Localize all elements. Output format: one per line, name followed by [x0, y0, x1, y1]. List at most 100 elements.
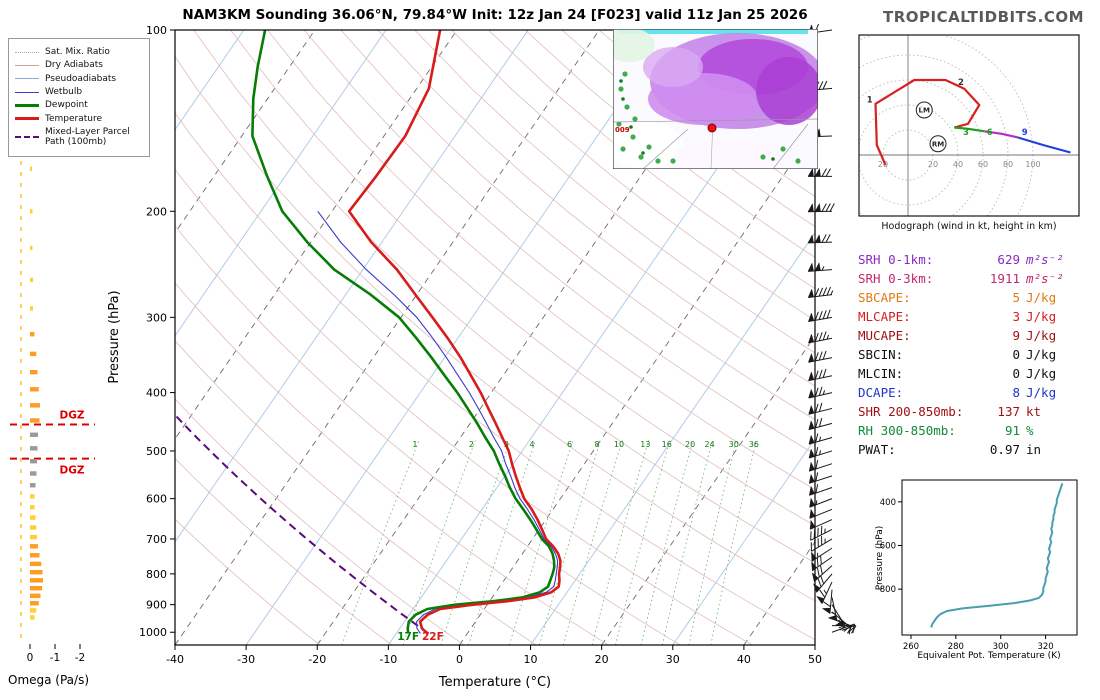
index-label: SRH 0-1km: [858, 252, 934, 267]
legend-item: Temperature [15, 114, 143, 124]
index-row: SHR 200-850mb: 137 kt [858, 402, 1084, 421]
hodograph-ring-label: 60 [978, 160, 988, 169]
omega-bar [30, 578, 43, 583]
index-row: RH 300-850mb: 91% [858, 421, 1084, 440]
legend-line-sample [15, 51, 39, 53]
index-label: SRH 0-3km: [858, 271, 934, 286]
mixing-ratio-label: 30 [729, 440, 739, 449]
index-label: DCAPE: [858, 385, 904, 400]
index-row: SRH 0-3km: 1911 m²s⁻² [858, 269, 1084, 288]
dgz-label: DGZ [60, 410, 85, 422]
omega-bar [30, 483, 36, 488]
hodograph-height-label: 1 [867, 96, 873, 106]
index-unit: J/kg [1026, 290, 1057, 305]
index-unit: J/kg [1026, 347, 1057, 362]
theta-e-panel: Equivalent Pot. Temperature (K) Pressure… [875, 479, 1078, 661]
theta-e-p-tick: 400 [880, 498, 896, 508]
theta-e-p-tick: 600 [880, 541, 896, 551]
index-label: MLCAPE: [858, 309, 911, 324]
theta-e-line [930, 482, 1064, 628]
index-label: PWAT: [858, 442, 896, 457]
index-unit: J/kg [1026, 366, 1057, 381]
hodograph-height-label: 6 [987, 128, 993, 138]
map-contour-label: 009 [615, 126, 630, 134]
theta-e-x-tick: 260 [903, 642, 919, 652]
omega-bar [30, 418, 40, 423]
legend-line-sample [15, 136, 39, 139]
x-tick-label: 40 [737, 653, 751, 666]
omega-bar [30, 544, 38, 549]
map-location-dot [707, 123, 717, 133]
legend-item: Dewpoint [15, 100, 143, 110]
hodograph-ring-label: 20 [878, 160, 888, 169]
omega-bar [30, 494, 35, 499]
hodograph-trace-3-6km [954, 126, 985, 133]
omega-bar [30, 570, 43, 575]
omega-bar [30, 369, 38, 375]
index-unit: kt [1026, 404, 1042, 419]
mixing-ratio-label: 20 [685, 440, 695, 449]
hodograph-trace-0-3km [874, 78, 981, 166]
skewt-chart: Temperature (°C) Pressure (hPa) Omega (P… [8, 23, 857, 690]
x-tick-label: -20 [308, 653, 326, 666]
legend-label: Dewpoint [45, 100, 88, 111]
x-tick-label: -10 [379, 653, 397, 666]
storm-motion-label: RM [932, 140, 944, 148]
index-value: 3 [1012, 309, 1020, 324]
index-unit: m²s⁻² [1026, 271, 1064, 286]
legend-label: Sat. Mix. Ratio [45, 47, 110, 57]
storm-motion-marker [929, 135, 947, 153]
index-label: SBCAPE: [858, 290, 911, 305]
omega-bar [30, 432, 38, 437]
hodograph-ring-label: 40 [953, 160, 963, 169]
omega-bar [30, 387, 39, 392]
hodograph-panel: 20 20 40 60 80 100 1 2 3 6 9 LM RM [858, 34, 1080, 217]
omega-bar [30, 534, 37, 540]
index-label: MUCAPE: [858, 328, 911, 343]
plot-frame [174, 29, 816, 646]
index-unit: m²s⁻² [1026, 252, 1064, 267]
legend: Sat. Mix. Ratio Dry Adiabats Pseudoadiabat… [8, 38, 150, 157]
pressure-tick-label: 200 [146, 205, 167, 218]
brand-logo: TROPICALTIDBITS.COM [883, 8, 1084, 26]
legend-line-sample [15, 78, 39, 80]
pressure-tick-label: 800 [146, 568, 167, 581]
x-tick-label: 50 [808, 653, 822, 666]
index-unit: % [1026, 423, 1034, 438]
index-label: RH 300-850mb: [858, 423, 956, 438]
hodograph-plot: 20 20 40 60 80 100 1 2 3 6 9 LM RM [859, 35, 1079, 216]
radar-precip-blobs [613, 29, 818, 169]
theta-e-x-tick: 280 [948, 642, 964, 652]
pressure-tick-label: 400 [146, 387, 167, 400]
omega-bar [30, 351, 37, 357]
hodograph-trace-6-9km [984, 130, 1019, 139]
mixing-ratio-label: 8 [595, 440, 600, 449]
hodograph-ring-label: 100 [1025, 160, 1040, 169]
index-unit: in [1026, 442, 1042, 457]
index-value: 137 [997, 404, 1020, 419]
wetbulb-line [317, 210, 559, 634]
page-title: NAM3KM Sounding 36.06°N, 79.84°W Init: 1… [182, 7, 808, 23]
dewpoint-line [251, 30, 556, 634]
legend-line-sample [15, 104, 39, 108]
index-row: PWAT: 0.97 in [858, 440, 1084, 459]
pressure-tick-label: 300 [146, 311, 167, 324]
mixing-ratio-label: 10 [614, 440, 624, 449]
legend-label: Temperature [45, 113, 103, 124]
omega-bar [30, 561, 42, 567]
omega-bar [30, 306, 33, 311]
index-value: 9 [1012, 328, 1020, 343]
legend-label: Mixed-Layer Parcel Path (100mb) [45, 127, 130, 148]
pressure-tick-label: 700 [146, 533, 167, 546]
legend-item: Pseudoadiabats [15, 74, 143, 84]
legend-line-sample [15, 91, 39, 93]
temperature-line [347, 30, 562, 635]
index-label: SHR 200-850mb: [858, 404, 964, 419]
wind-barb-column [807, 23, 857, 635]
index-row: SBCAPE: 5 J/kg [858, 288, 1084, 307]
omega-bar [30, 332, 35, 337]
index-value: 8 [1012, 385, 1020, 400]
pressure-tick-label: 100 [146, 24, 167, 37]
legend-item: Sat. Mix. Ratio [15, 47, 143, 57]
